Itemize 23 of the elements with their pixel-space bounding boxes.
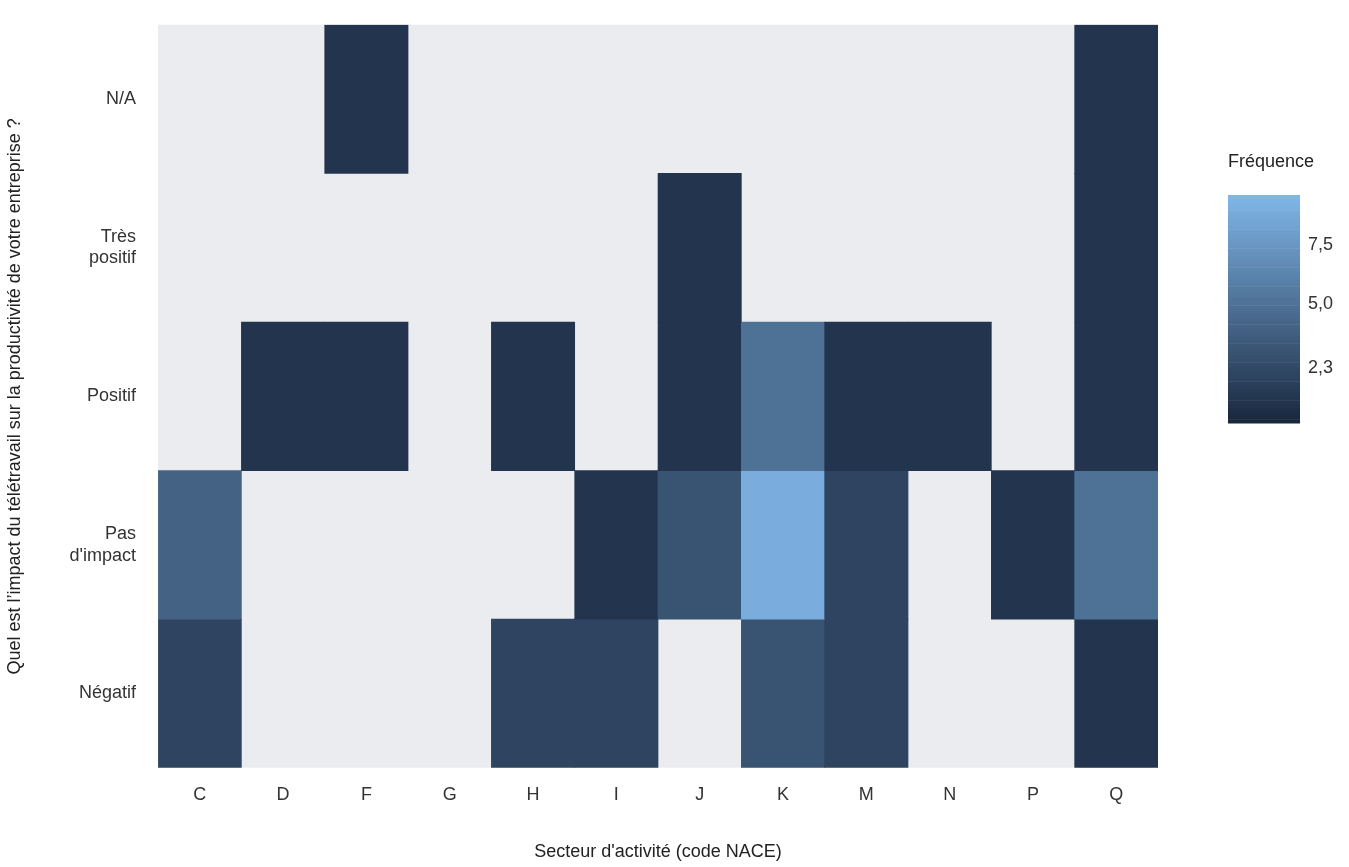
color-bar-label: 2,3	[1308, 357, 1334, 378]
x-tick-label: N	[943, 783, 957, 804]
x-tick-label: F	[360, 783, 372, 804]
x-tick-label: G	[442, 783, 457, 804]
x-tick-label: M	[858, 783, 874, 804]
x-tick-label: K	[777, 783, 790, 804]
color-bar-label: 5,0	[1308, 293, 1334, 314]
y-tick-label: Négatif	[79, 682, 138, 703]
x-axis-title: Secteur d'activité (code NACE)	[534, 841, 782, 862]
legend-title: Fréquence	[1228, 150, 1315, 171]
x-tick-label: C	[193, 783, 207, 804]
x-tick-label: Q	[1109, 783, 1124, 804]
color-bar-label: 7,5	[1308, 233, 1334, 254]
x-tick-label: J	[695, 783, 705, 804]
x-tick-label: H	[526, 783, 540, 804]
x-tick-label: P	[1027, 783, 1040, 804]
y-tick-label: Très positif	[89, 225, 138, 268]
x-tick-label: D	[276, 783, 290, 804]
y-axis-title: Quel est l’impact du télétravail sur la productivité de votre entreprise ?	[3, 118, 24, 675]
y-tick-label: N/A	[106, 88, 137, 109]
y-tick-label: Pas d'impact	[69, 523, 137, 565]
y-tick-label: Positif	[87, 385, 138, 406]
x-tick-label: I	[613, 783, 619, 804]
